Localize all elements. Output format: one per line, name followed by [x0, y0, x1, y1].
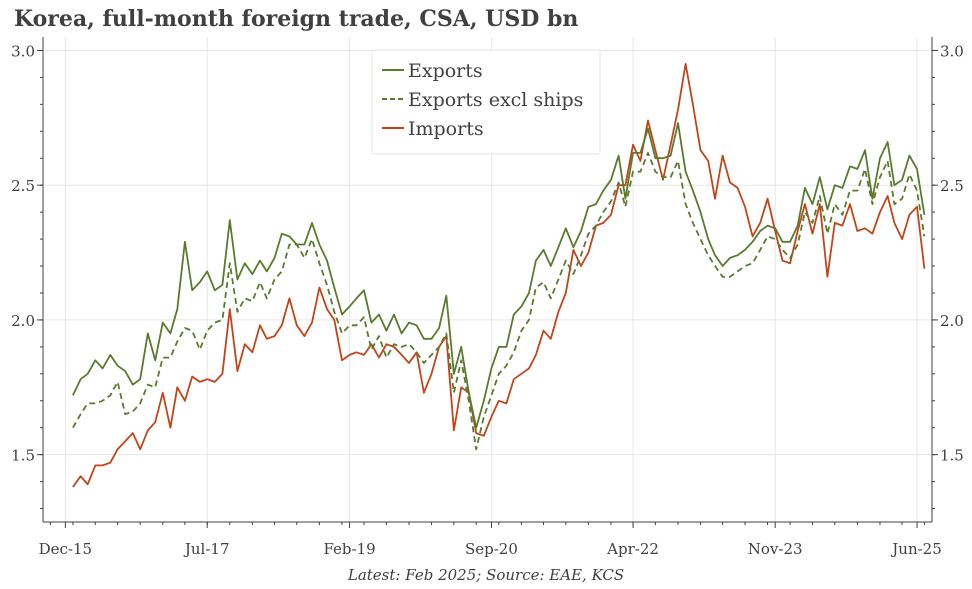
chart-title: Korea, full-month foreign trade, CSA, US…	[14, 6, 579, 32]
y-tick-label-left: 2.5	[11, 177, 35, 195]
legend-label: Exports excl ships	[408, 89, 583, 111]
x-tick-label: Nov-23	[748, 540, 803, 558]
y-tick-label-right: 2.5	[940, 177, 964, 195]
x-tick-label: Jun-25	[890, 540, 942, 558]
y-tick-label-left: 2.0	[11, 312, 35, 330]
source-footnote: Latest: Feb 2025; Source: EAE, KCS	[347, 566, 625, 584]
series-line-imports	[72, 63, 926, 488]
y-tick-label-right: 1.5	[940, 447, 964, 465]
x-tick-label: Apr-22	[606, 540, 659, 558]
series-line-exports	[72, 122, 926, 429]
x-tick-label: Dec-15	[39, 540, 92, 558]
y-tick-label-right: 2.0	[940, 312, 964, 330]
legend-box	[371, 49, 601, 155]
x-tick-label: Sep-20	[465, 540, 518, 558]
legend-label: Exports	[408, 60, 483, 82]
series-lines	[72, 63, 926, 488]
y-tick-label-left: 3.0	[11, 42, 35, 60]
series-line-exports-excl-ships	[72, 151, 926, 451]
y-tick-label-right: 3.0	[940, 42, 964, 60]
legend-label: Imports	[408, 118, 484, 140]
legend: Exports Exports excl ships Imports	[371, 49, 601, 155]
x-tick-label: Jul-17	[183, 540, 230, 558]
y-tick-label-left: 1.5	[11, 447, 35, 465]
x-tick-label: Feb-19	[323, 540, 375, 558]
axes: 1.5 1.5 2.0 2.0 2.5 2.5 3.0 3.0 Dec-15 Jul-17 Feb-…	[11, 37, 964, 558]
